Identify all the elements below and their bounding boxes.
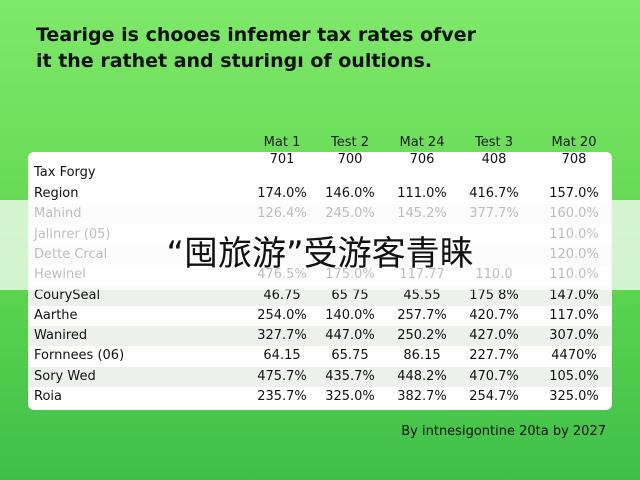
column-header: Test 3: [474, 135, 513, 150]
cell-value: 325.0%: [549, 389, 599, 404]
cell-value: 146.0%: [325, 186, 375, 201]
cell-value: 105.0%: [549, 368, 599, 384]
row-label: Fornnees (06): [34, 348, 125, 364]
footer-note: By intnesigontine 20ta by 2027: [401, 424, 606, 439]
cell-value: 174.0%: [257, 186, 307, 201]
cell-value: 117.0%: [549, 307, 599, 323]
cell-value: 257.7%: [397, 307, 447, 323]
row-stripe: [28, 285, 612, 306]
row-stripe: [28, 366, 612, 387]
cell-value: 86.15: [403, 348, 441, 364]
subheader-value: 700: [337, 152, 363, 167]
subheader-value: 408: [481, 152, 507, 167]
cell-value: 325.0%: [325, 389, 375, 404]
row-label: Region: [34, 186, 79, 201]
row-label: Sory Wed: [34, 368, 96, 384]
row-label: CourySeal: [34, 287, 101, 303]
cell-value: 111.0%: [397, 186, 447, 201]
cell-value: 327.7%: [257, 328, 307, 344]
cell-value: 475.7%: [257, 368, 307, 384]
cell-value: 435.7%: [325, 368, 375, 384]
cell-value: 175 8%: [469, 287, 519, 303]
cell-value: 45.55: [403, 287, 441, 303]
cell-value: 447.0%: [325, 328, 375, 344]
cell-value: 157.0%: [549, 186, 599, 201]
title: Tearige is chooes infemer tax rates ofve…: [36, 24, 476, 72]
cell-value: 254.7%: [469, 389, 519, 404]
cell-value: 4470%: [551, 348, 597, 364]
cell-value: 147.0%: [549, 287, 599, 303]
cell-value: 307.0%: [549, 328, 599, 344]
cell-value: 64.15: [263, 348, 301, 364]
cell-value: 46.75: [263, 287, 301, 303]
row-label: Wanired: [34, 328, 88, 344]
cell-value: 416.7%: [469, 186, 519, 201]
cell-value: 420.7%: [469, 307, 519, 323]
cell-value: 65 75: [331, 287, 369, 303]
column-header: Mat 24: [399, 135, 445, 150]
cell-value: 382.7%: [397, 389, 447, 404]
column-header: Test 2: [330, 135, 369, 150]
cell-value: 140.0%: [325, 307, 375, 323]
cell-value: 235.7%: [257, 389, 307, 404]
cell-value: 65.75: [331, 348, 369, 364]
cell-value: 448.2%: [397, 368, 447, 384]
column-header: Mat 20: [551, 135, 597, 150]
cell-value: 250.2%: [397, 328, 447, 344]
overlay-band: [0, 200, 640, 290]
row-label: Roia: [34, 389, 62, 404]
cell-value: 254.0%: [257, 307, 307, 323]
subheader-value: 708: [561, 152, 587, 167]
cell-value: 227.7%: [469, 348, 519, 364]
subheader-value: 701: [269, 152, 295, 167]
cell-value: 427.0%: [469, 328, 519, 344]
overlay-caption: “囤旅游”受游客青睐: [166, 234, 474, 274]
cell-value: 470.7%: [469, 368, 519, 384]
column-header: Mat 1: [263, 135, 301, 150]
row-label: Aarthe: [34, 307, 78, 323]
row-label: Tax Forgy: [34, 165, 96, 180]
subheader-value: 706: [409, 152, 435, 167]
row-stripe: [28, 326, 612, 347]
